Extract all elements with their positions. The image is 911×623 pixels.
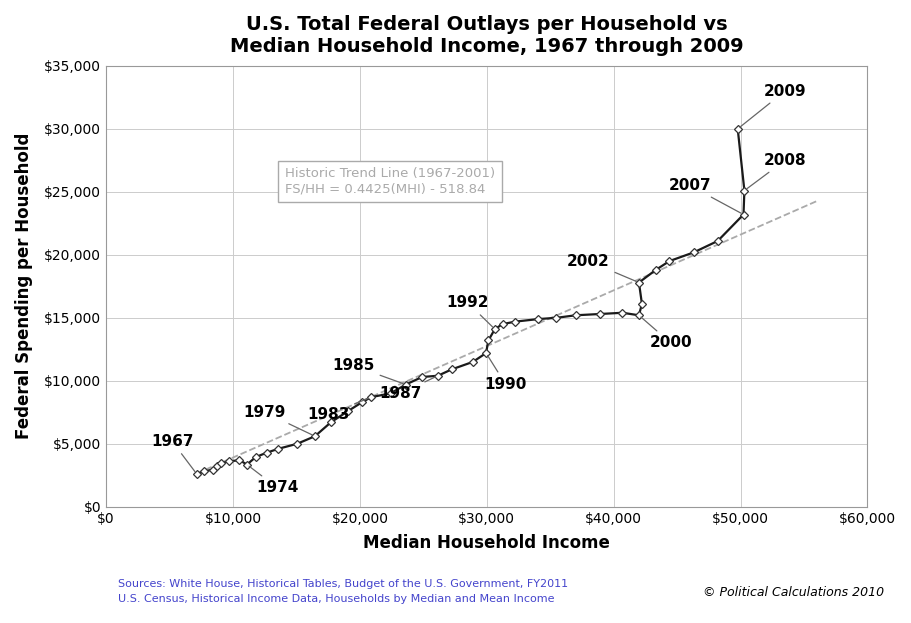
Text: 1985: 1985 (333, 358, 404, 384)
Text: © Political Calculations 2010: © Political Calculations 2010 (702, 586, 884, 599)
Text: 1990: 1990 (485, 356, 527, 392)
Text: 1979: 1979 (243, 405, 312, 435)
Text: 2000: 2000 (641, 317, 692, 351)
Text: 2007: 2007 (669, 178, 741, 213)
Text: 1967: 1967 (151, 434, 195, 472)
Title: U.S. Total Federal Outlays per Household vs
Median Household Income, 1967 throug: U.S. Total Federal Outlays per Household… (230, 15, 743, 56)
Text: 2002: 2002 (567, 254, 637, 282)
Text: 1983: 1983 (307, 398, 369, 422)
Text: 1987: 1987 (379, 377, 435, 401)
Text: U.S. Census, Historical Income Data, Households by Median and Mean Income: U.S. Census, Historical Income Data, Hou… (118, 594, 555, 604)
Text: Historic Trend Line (1967-2001)
FS/HH = 0.4425(MHI) - 518.84: Historic Trend Line (1967-2001) FS/HH = … (285, 168, 496, 195)
Text: Sources: White House, Historical Tables, Budget of the U.S. Government, FY2011: Sources: White House, Historical Tables,… (118, 579, 568, 589)
Y-axis label: Federal Spending per Household: Federal Spending per Household (15, 133, 33, 439)
Text: 1992: 1992 (446, 295, 493, 327)
Text: 2008: 2008 (747, 153, 806, 189)
X-axis label: Median Household Income: Median Household Income (363, 534, 610, 552)
Text: 1974: 1974 (250, 466, 299, 495)
Text: 2009: 2009 (740, 83, 806, 127)
